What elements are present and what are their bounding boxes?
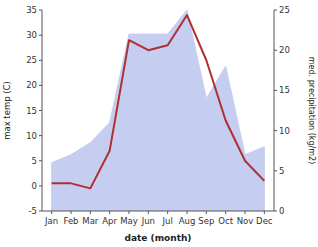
y2-tick	[274, 10, 277, 11]
y-tick	[39, 135, 42, 136]
x-tick-label: Apr	[102, 216, 117, 226]
y-axis-label: max temp (C)	[2, 81, 12, 140]
y2-tick	[274, 50, 277, 51]
x-tick	[51, 211, 52, 214]
y-tick-label: 35	[26, 5, 37, 15]
y-tick-label: -5	[29, 206, 37, 216]
x-tick-label: Jan	[44, 216, 58, 226]
x-tick	[71, 211, 72, 214]
x-tick-label: Dec	[256, 216, 273, 226]
y-tick-label: 25	[26, 55, 37, 65]
y-tick	[39, 10, 42, 11]
y2-tick-label: 15	[279, 85, 290, 95]
y2-tick-label: 0	[279, 206, 284, 216]
y-tick	[39, 110, 42, 111]
x-tick	[245, 211, 246, 214]
y-tick-label: 20	[26, 80, 37, 90]
x-tick-label: May	[120, 216, 138, 226]
x-tick-label: Mar	[82, 216, 99, 226]
x-tick	[206, 211, 207, 214]
x-tick	[129, 211, 130, 214]
x-tick-label: Jul	[162, 216, 173, 226]
x-tick	[148, 211, 149, 214]
x-tick	[264, 211, 265, 214]
y2-tick	[274, 170, 277, 171]
x-tick	[187, 211, 188, 214]
x-tick-label: Feb	[63, 216, 78, 226]
y-tick	[39, 211, 42, 212]
x-tick-label: Oct	[218, 216, 233, 226]
x-tick-label: Jun	[141, 216, 155, 226]
y-tick-label: 15	[26, 106, 37, 116]
temperature-line	[52, 15, 265, 188]
y2-tick-label: 20	[279, 45, 290, 55]
x-tick	[109, 211, 110, 214]
y-tick-label: 5	[32, 156, 37, 166]
y2-tick-label: 5	[279, 166, 284, 176]
y2-axis-label: med. precipitation (kg/m2)	[307, 57, 316, 164]
y-tick	[39, 185, 42, 186]
x-axis-line	[42, 211, 274, 212]
y2-tick	[274, 130, 277, 131]
x-axis-label: date (month)	[125, 233, 192, 243]
chart: Jan Feb MarAprMayJun Jul AugSep Oct NovDec -5 0 5…	[0, 0, 318, 247]
y2-tick-label: 10	[279, 126, 290, 136]
x-tick	[225, 211, 226, 214]
y-tick	[39, 85, 42, 86]
x-tick	[167, 211, 168, 214]
y2-tick	[274, 211, 277, 212]
y-tick	[39, 160, 42, 161]
x-tick-label: Nov	[237, 216, 254, 226]
x-tick	[90, 211, 91, 214]
y2-tick	[274, 90, 277, 91]
plot-area	[52, 10, 265, 211]
y-tick	[39, 35, 42, 36]
y-tick-label: 30	[26, 30, 37, 40]
y-tick	[39, 60, 42, 61]
x-tick-label: Aug	[179, 216, 196, 226]
y2-tick-label: 25	[279, 5, 290, 15]
y-tick-label: 10	[26, 131, 37, 141]
x-tick-label: Sep	[198, 216, 214, 226]
y2-axis-line	[274, 10, 275, 211]
precipitation-area	[52, 10, 265, 211]
y-tick-label: 0	[32, 181, 37, 191]
